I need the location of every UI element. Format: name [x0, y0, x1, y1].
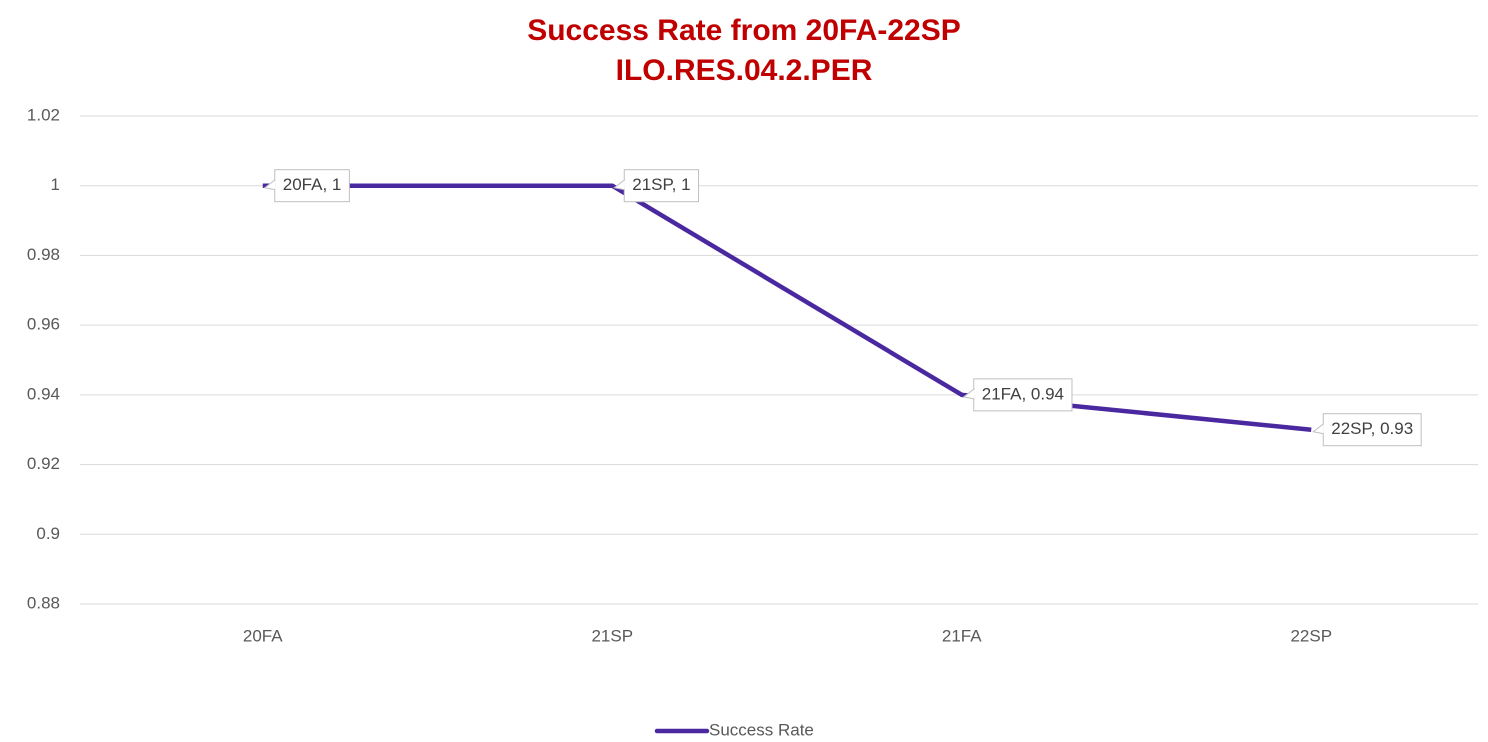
x-tick-label: 20FA [243, 626, 283, 645]
data-label-pointer [962, 388, 975, 400]
data-label-box [623, 169, 700, 203]
data-label: 21FA, 0.94 [962, 378, 1073, 412]
data-label: 22SP, 0.93 [1312, 413, 1422, 447]
chart-subtitle: ILO.RES.04.2.PER [616, 54, 873, 87]
y-tick-label: 0.98 [27, 245, 60, 264]
data-label-pointer [613, 179, 626, 191]
x-tick-label: 21FA [942, 626, 982, 645]
chart-title: Success Rate from 20FA-22SP [527, 14, 961, 47]
data-line [262, 183, 1312, 432]
data-label-text: 21SP, 1 [632, 175, 690, 194]
y-tick-label: 1 [51, 175, 60, 194]
y-tick-label: 1.02 [27, 105, 60, 124]
data-label-pointer [263, 179, 276, 191]
x-tick-label: 22SP [1290, 626, 1332, 645]
data-label-pointer [1312, 423, 1325, 435]
data-label-text: 20FA, 1 [283, 175, 342, 194]
legend-label: Success Rate [709, 720, 814, 739]
y-tick-label: 0.88 [27, 593, 60, 612]
data-label-text: 22SP, 0.93 [1331, 419, 1413, 438]
y-tick-label: 0.9 [36, 524, 60, 543]
data-label: 21SP, 1 [613, 169, 700, 203]
data-label: 20FA, 1 [263, 169, 350, 203]
x-tick-label: 21SP [591, 626, 633, 645]
y-tick-label: 0.92 [27, 454, 60, 473]
data-label-box [973, 378, 1073, 412]
y-tick-label: 0.96 [27, 315, 60, 334]
y-tick-label: 0.94 [27, 384, 60, 403]
data-label-text: 21FA, 0.94 [982, 384, 1064, 403]
